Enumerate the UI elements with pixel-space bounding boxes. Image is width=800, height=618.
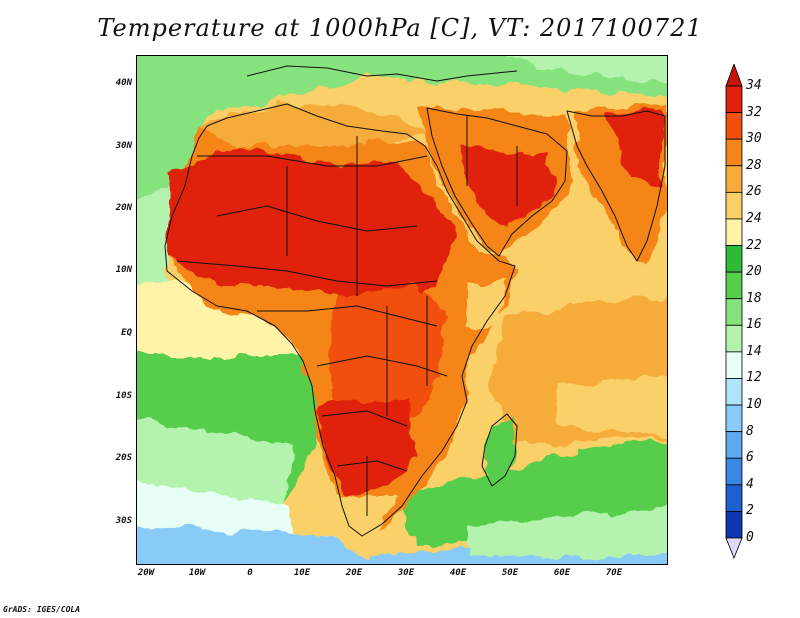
colorbar-cell [725, 245, 743, 273]
colorbar-cell [725, 85, 743, 113]
lon-label: 20E [345, 568, 363, 578]
colorbar-cell [725, 271, 743, 300]
map-frame [136, 55, 668, 565]
lat-label: 20N [115, 203, 132, 213]
lat-label: 10N [115, 265, 132, 275]
colorbar-label: 2 [746, 503, 754, 519]
colorbar-cell [725, 404, 743, 433]
colorbar-cell [725, 457, 743, 486]
lat-label: 10S [115, 391, 132, 401]
colorbar-cell [725, 218, 743, 246]
colorbar-label: 26 [746, 184, 762, 200]
colorbar-bottom-arrow [725, 537, 743, 560]
lon-label: 20W [137, 568, 155, 578]
colorbar-cell [725, 511, 743, 539]
colorbar-label: 4 [746, 476, 754, 492]
lat-label: EQ [121, 328, 132, 338]
colorbar-cell [725, 298, 743, 326]
lon-label: 40E [449, 568, 467, 578]
colorbar-label: 12 [746, 370, 762, 386]
colorbar-label: 20 [746, 264, 762, 280]
colorbar-cell [725, 112, 743, 140]
colorbar-label: 34 [746, 78, 762, 93]
map-title: Temperature at 1000hPa [C], VT: 20171007… [97, 14, 703, 42]
temperature-map [137, 56, 667, 564]
lon-label: 50E [501, 568, 519, 578]
colorbar-cell [725, 191, 743, 220]
lon-label: 70E [605, 568, 623, 578]
colorbar-label: 22 [746, 237, 762, 253]
colorbar-top-arrow [725, 64, 743, 87]
colorbar-cell [725, 138, 743, 167]
colorbar-cell [725, 351, 743, 379]
lat-label: 30S [115, 516, 132, 526]
lon-label: 60E [553, 568, 571, 578]
colorbar-label: 30 [746, 131, 762, 147]
colorbar-label: 16 [746, 317, 762, 333]
lon-label: 30E [397, 568, 415, 578]
colorbar-label: 6 [746, 450, 754, 466]
colorbar-label: 0 [746, 530, 754, 545]
colorbar-label: 8 [746, 423, 754, 439]
colorbar-label: 24 [746, 210, 762, 226]
colorbar [725, 64, 743, 560]
colorbar-label: 32 [746, 104, 762, 120]
footer-credit: GrADS: IGES/COLA [3, 605, 81, 614]
colorbar-cell [725, 484, 743, 512]
colorbar-cell [725, 378, 743, 406]
colorbar-label: 28 [746, 157, 762, 173]
lon-label: 10E [293, 568, 311, 578]
colorbar-label: 18 [746, 290, 762, 306]
lon-label: 10W [188, 568, 206, 578]
colorbar-cell [725, 324, 743, 353]
colorbar-label: 14 [746, 343, 762, 359]
colorbar-label: 10 [746, 397, 762, 413]
lat-label: 40N [115, 78, 132, 88]
coastlines [164, 65, 666, 537]
colorbar-cell [725, 431, 743, 459]
colorbar-cell [725, 165, 743, 193]
lat-label: 30N [115, 141, 132, 151]
lon-label: 0 [247, 568, 253, 578]
lat-label: 20S [115, 453, 132, 463]
